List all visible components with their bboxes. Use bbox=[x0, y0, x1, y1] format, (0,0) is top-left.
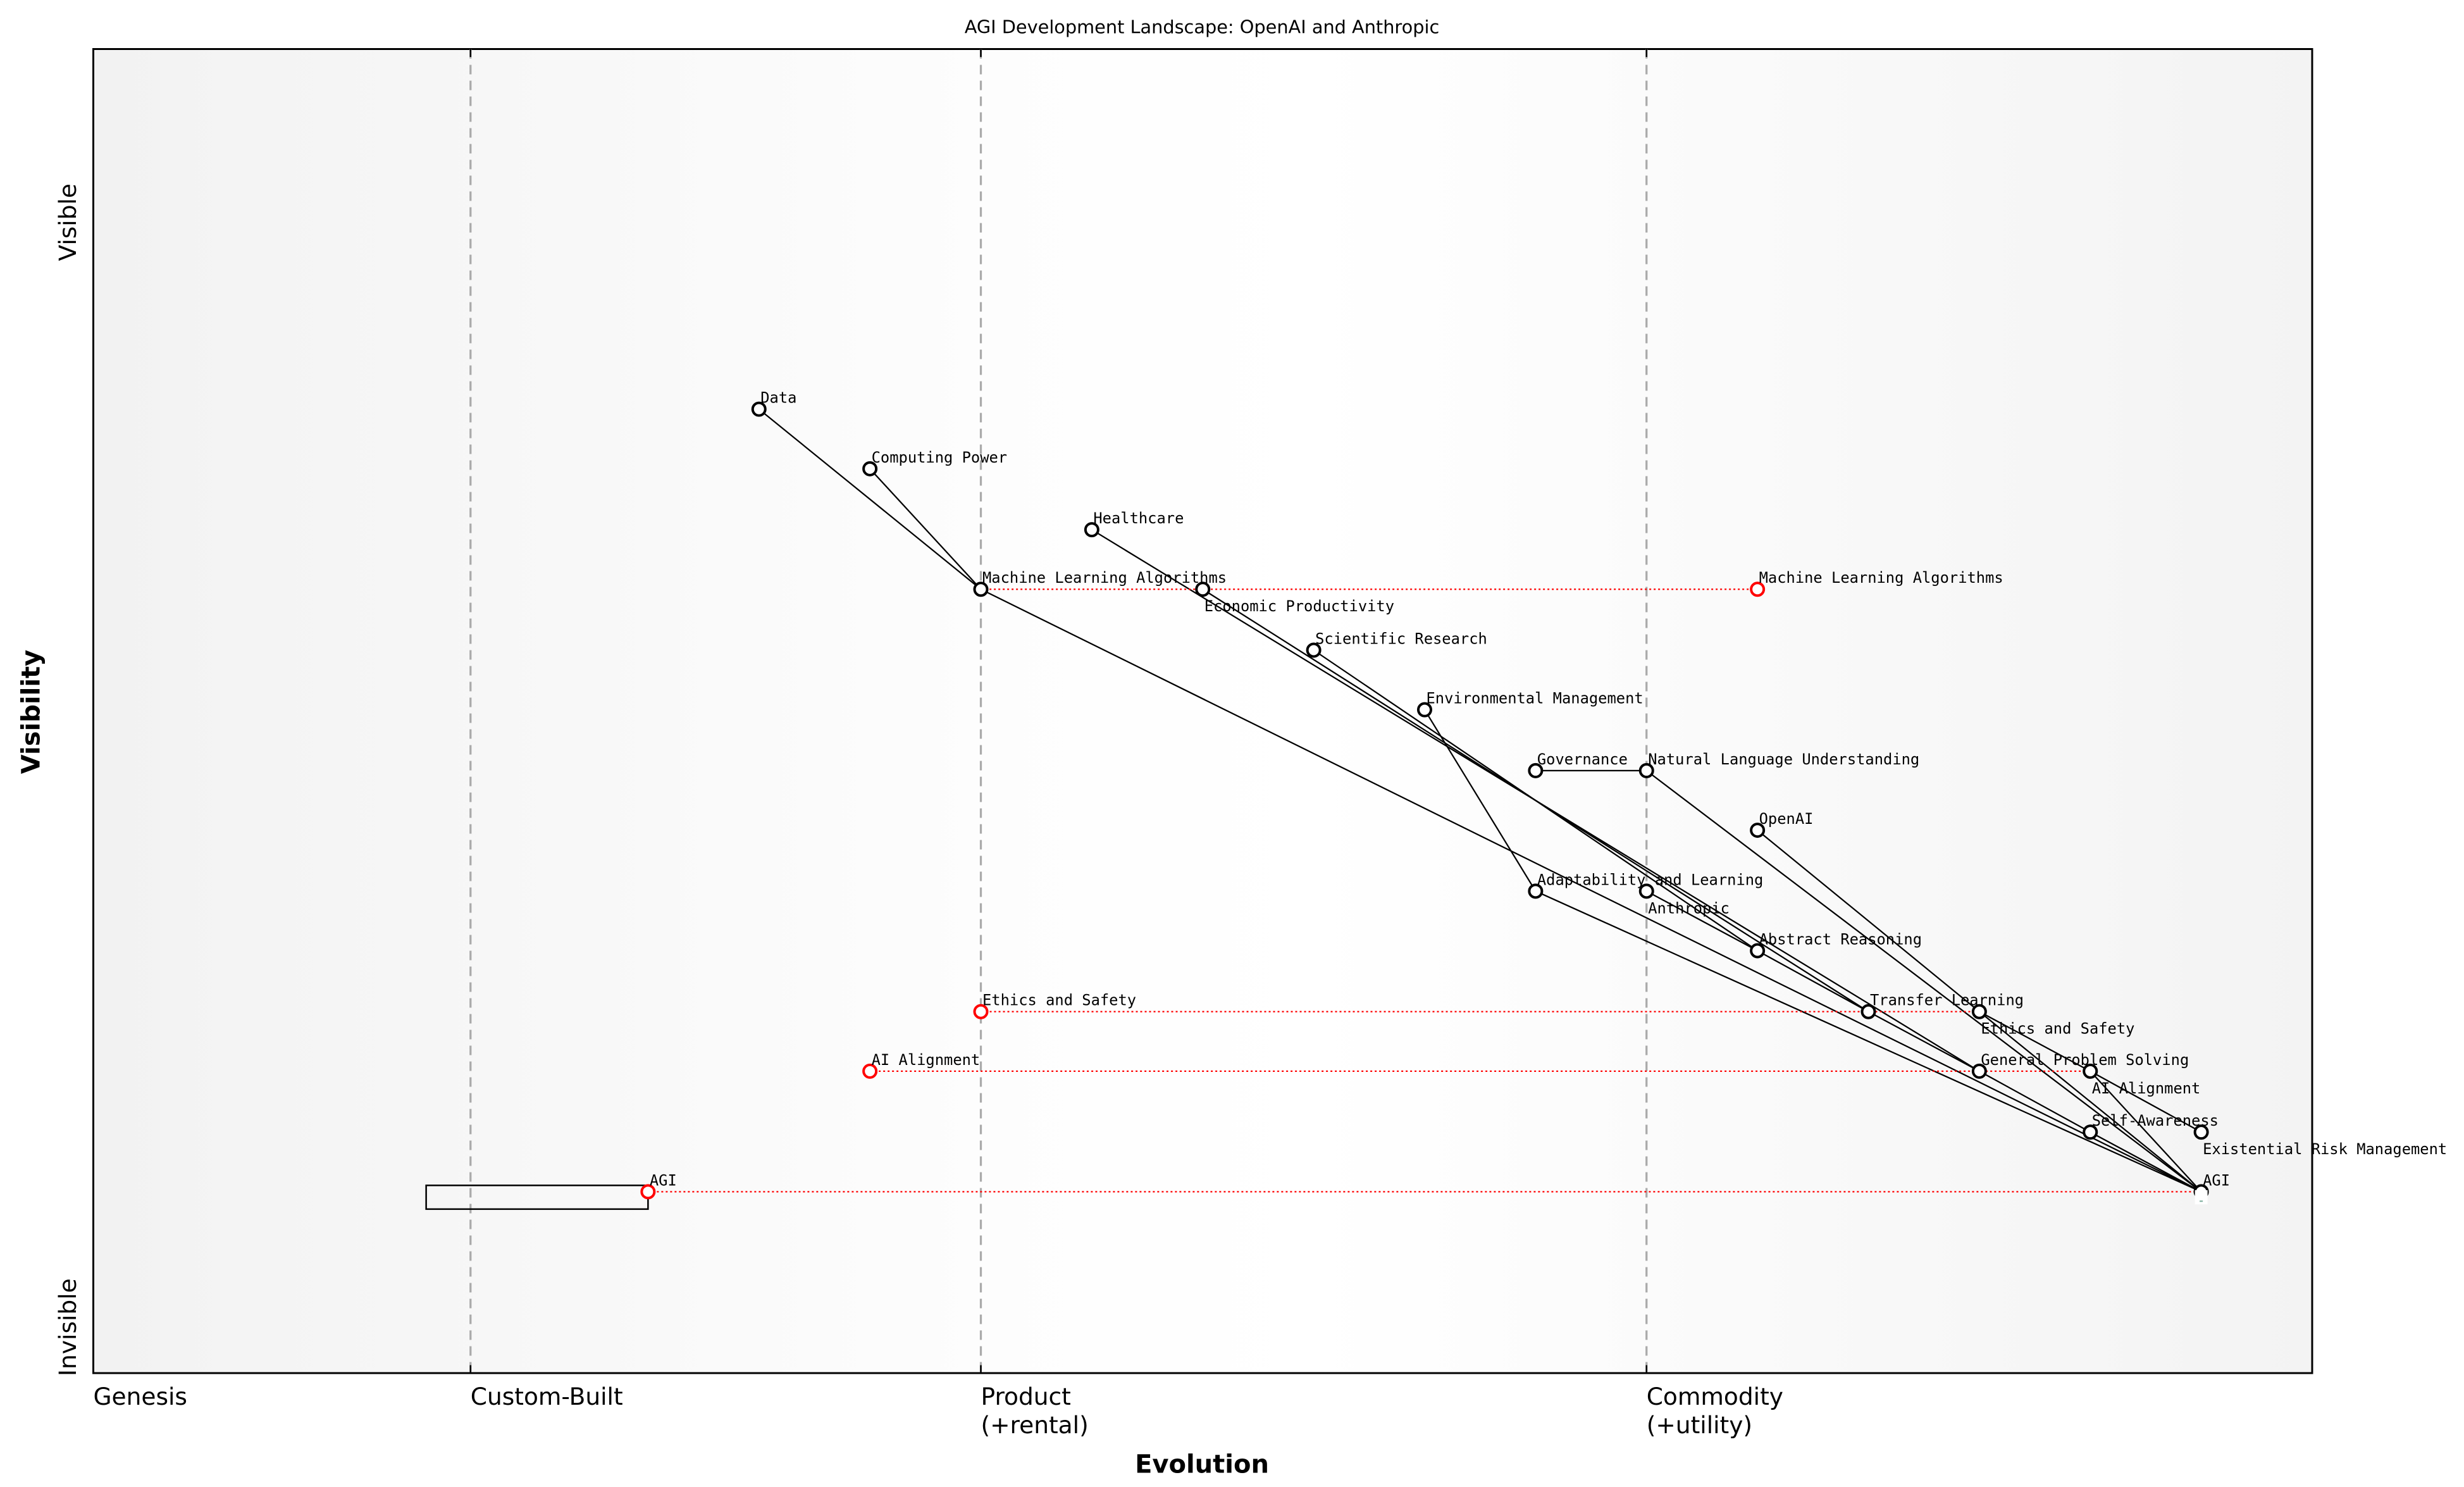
component-node-gps[interactable] bbox=[1971, 1063, 1987, 1079]
dependency-link-anthropic-abstract bbox=[1646, 890, 1758, 952]
component-label-cp: Computing Power bbox=[872, 449, 1007, 466]
component-node-self[interactable] bbox=[2083, 1124, 2098, 1140]
stage-label: Genesis bbox=[94, 1383, 187, 1410]
dependency-link-align-risk bbox=[2089, 1070, 2202, 1133]
dependency-link-data-mla bbox=[758, 408, 982, 590]
evolved-node-mla[interactable] bbox=[1750, 582, 1766, 597]
dependency-link-self-agi bbox=[2089, 1131, 2202, 1193]
component-label-env: Environmental Management bbox=[1427, 690, 1644, 707]
evolved-node-agi[interactable] bbox=[640, 1184, 656, 1200]
component-label-anthropic: Anthropic bbox=[1648, 899, 1730, 917]
component-label-mla: Machine Learning Algorithms bbox=[982, 569, 1227, 587]
stage-label: Product (+rental) bbox=[981, 1383, 1089, 1439]
dependency-link-cp-mla bbox=[869, 468, 982, 590]
dependency-link-openai-ethics bbox=[1757, 830, 1980, 1012]
component-node-abstract[interactable] bbox=[1750, 943, 1766, 959]
stage-label: Commodity (+utility) bbox=[1647, 1383, 1783, 1439]
plot-area bbox=[92, 48, 2313, 1374]
component-node-ethics[interactable] bbox=[1971, 1004, 1987, 1019]
component-label-health: Healthcare bbox=[1093, 509, 1184, 527]
evolved-label-agi: AGI bbox=[650, 1171, 677, 1189]
component-label-econ: Economic Productivity bbox=[1204, 597, 1394, 615]
component-node-gov[interactable] bbox=[1528, 762, 1544, 778]
component-node-align[interactable] bbox=[2083, 1063, 2098, 1079]
component-label-gps: General Problem Solving bbox=[1981, 1051, 2189, 1069]
y-axis-title: Visibility bbox=[16, 650, 46, 774]
dependency-link-nlu-agi bbox=[1646, 770, 2202, 1193]
component-label-openai: OpenAI bbox=[1759, 810, 1814, 828]
component-label-gov: Governance bbox=[1537, 750, 1628, 768]
dependency-link-transfer-gps bbox=[1867, 1011, 1980, 1072]
stage-label: Custom-Built bbox=[471, 1383, 623, 1410]
component-label-nlu: Natural Language Understanding bbox=[1648, 750, 1919, 768]
dependency-link-gps-self bbox=[1979, 1070, 2091, 1133]
evolved-node-align[interactable] bbox=[862, 1063, 878, 1079]
evolved-label-align: AI Alignment bbox=[872, 1051, 981, 1069]
dependency-link-ethics-align bbox=[1979, 1011, 2091, 1072]
y-axis-top-label: Visible bbox=[54, 184, 82, 261]
agi-marker bbox=[2195, 1190, 2208, 1205]
component-label-risk: Existential Risk Management bbox=[2203, 1140, 2447, 1158]
component-node-adapt[interactable] bbox=[1528, 883, 1544, 899]
component-node-anthropic[interactable] bbox=[1638, 883, 1654, 899]
component-node-openai[interactable] bbox=[1750, 823, 1766, 838]
component-label-adapt: Adaptability and Learning bbox=[1537, 871, 1763, 888]
component-label-self: Self-Awareness bbox=[2092, 1112, 2219, 1129]
component-node-risk[interactable] bbox=[2193, 1124, 2209, 1140]
component-node-transfer[interactable] bbox=[1860, 1004, 1876, 1019]
dependency-link-env-adapt bbox=[1424, 709, 1537, 892]
x-axis-title: Evolution bbox=[1135, 1450, 1269, 1479]
component-node-data[interactable] bbox=[751, 401, 767, 417]
component-label-sci: Scientific Research bbox=[1315, 630, 1487, 647]
component-label-align: AI Alignment bbox=[2092, 1079, 2201, 1097]
evolved-label-ethics: Ethics and Safety bbox=[982, 992, 1136, 1009]
y-axis-bottom-label: Invisible bbox=[54, 1278, 82, 1376]
evolved-label-mla: Machine Learning Algorithms bbox=[1759, 569, 2003, 587]
component-node-mla[interactable] bbox=[973, 582, 989, 597]
component-label-abstract: Abstract Reasoning bbox=[1759, 930, 1922, 948]
dependency-link-mla-agi bbox=[981, 588, 2202, 1193]
dependency-link-ethics-agi bbox=[1979, 1011, 2202, 1193]
evolved-node-ethics[interactable] bbox=[973, 1004, 989, 1019]
dependency-link-sci-abstract bbox=[1313, 649, 1758, 952]
dependency-link-align-agi bbox=[2089, 1071, 2202, 1193]
component-label-agi: AGI bbox=[2203, 1171, 2230, 1189]
component-node-env[interactable] bbox=[1416, 702, 1432, 718]
component-label-ethics: Ethics and Safety bbox=[1981, 1020, 2134, 1038]
component-node-health[interactable] bbox=[1084, 522, 1099, 538]
dependency-link-adapt-agi bbox=[1535, 890, 2202, 1193]
component-node-nlu[interactable] bbox=[1638, 762, 1654, 778]
component-node-cp[interactable] bbox=[862, 461, 878, 476]
component-node-sci[interactable] bbox=[1306, 642, 1322, 658]
component-label-data: Data bbox=[760, 389, 796, 407]
component-label-transfer: Transfer Learning bbox=[1870, 992, 2024, 1009]
component-node-econ[interactable] bbox=[1195, 582, 1211, 597]
map-title: AGI Development Landscape: OpenAI and An… bbox=[965, 16, 1440, 38]
dependency-link-abstract-transfer bbox=[1757, 950, 1869, 1012]
